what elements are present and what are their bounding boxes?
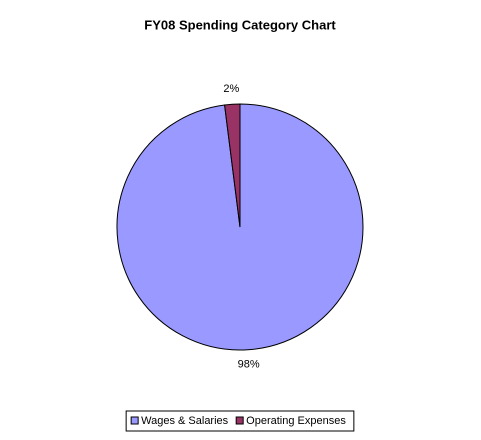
data-label: 98% xyxy=(238,359,260,371)
legend-label: Wages & Salaries xyxy=(141,415,229,427)
legend-swatch xyxy=(130,416,139,425)
legend: Wages & Salaries Operating Expenses xyxy=(125,410,355,432)
legend-label: Operating Expenses xyxy=(246,415,346,427)
legend-swatch xyxy=(235,416,244,425)
pie-slice xyxy=(224,103,241,228)
data-label: 2% xyxy=(223,83,239,95)
chart-title: FY08 Spending Category Chart xyxy=(144,17,336,32)
